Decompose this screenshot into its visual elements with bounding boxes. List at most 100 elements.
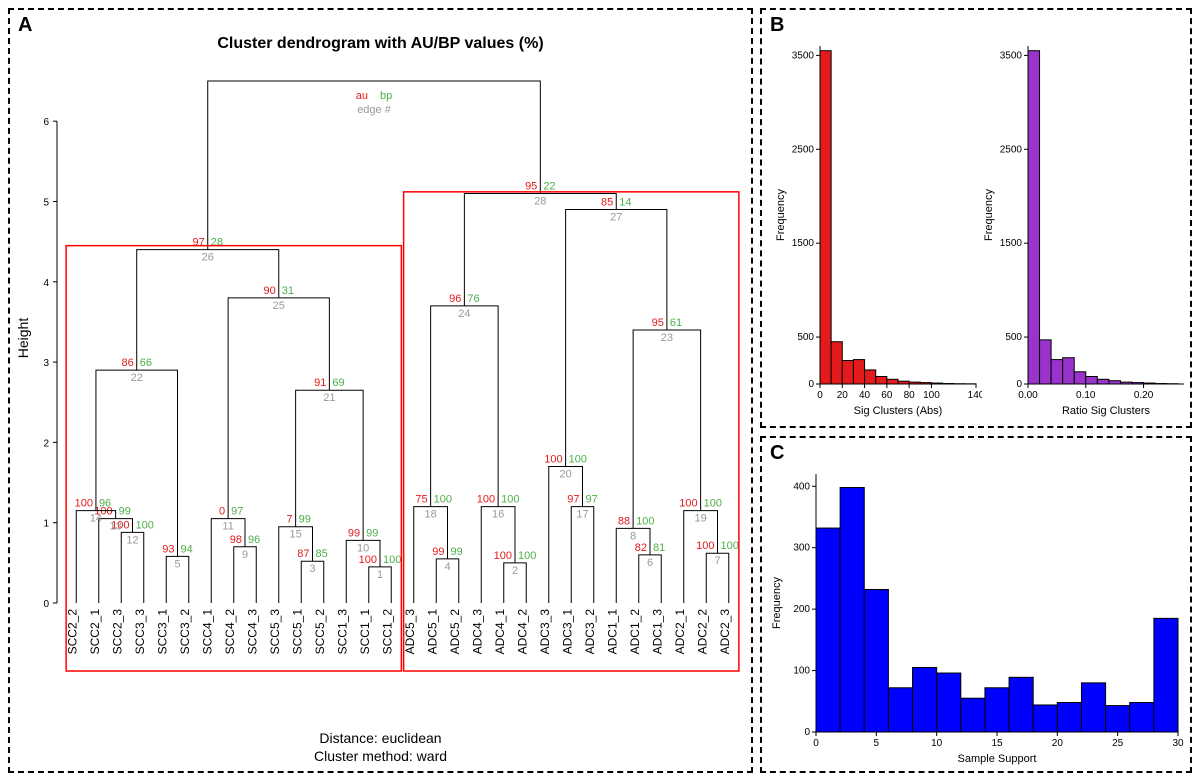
svg-text:19: 19 [695, 513, 707, 525]
svg-text:85: 85 [316, 548, 328, 560]
svg-text:1500: 1500 [792, 238, 815, 249]
svg-text:SCC5_3: SCC5_3 [268, 609, 282, 655]
svg-text:95: 95 [652, 317, 664, 329]
svg-text:Sample Support: Sample Support [958, 753, 1037, 765]
svg-text:7: 7 [714, 555, 720, 567]
svg-text:100: 100 [494, 550, 512, 562]
svg-text:100: 100 [704, 498, 722, 510]
svg-text:2500: 2500 [792, 144, 815, 155]
svg-text:0.10: 0.10 [1076, 390, 1096, 401]
svg-text:SCC1_2: SCC1_2 [380, 609, 394, 655]
svg-text:25: 25 [273, 300, 285, 312]
svg-text:99: 99 [366, 527, 378, 539]
svg-text:SCC3_1: SCC3_1 [155, 609, 169, 655]
svg-text:100: 100 [721, 540, 739, 552]
svg-text:ADC1_2: ADC1_2 [628, 609, 642, 655]
svg-text:SCC5_1: SCC5_1 [290, 609, 304, 655]
svg-text:SCC3_3: SCC3_3 [133, 609, 147, 655]
svg-text:99: 99 [432, 546, 444, 558]
svg-text:97: 97 [192, 237, 204, 249]
svg-text:500: 500 [1005, 332, 1022, 343]
svg-text:96: 96 [99, 498, 111, 510]
svg-text:22: 22 [543, 180, 555, 192]
svg-text:Height: Height [15, 318, 31, 359]
svg-text:SCC1_1: SCC1_1 [358, 609, 372, 655]
panel-a-label: A [18, 14, 32, 37]
svg-text:ADC5_3: ADC5_3 [403, 609, 417, 655]
svg-text:100: 100 [383, 554, 401, 566]
svg-text:SCC4_1: SCC4_1 [200, 609, 214, 655]
svg-text:100: 100 [136, 519, 154, 531]
svg-text:SCC4_2: SCC4_2 [223, 609, 237, 655]
svg-text:100: 100 [501, 494, 519, 506]
svg-text:98: 98 [230, 534, 242, 546]
svg-text:87: 87 [297, 548, 309, 560]
svg-text:3500: 3500 [1000, 50, 1023, 61]
svg-text:88: 88 [618, 515, 630, 527]
svg-text:ADC5_2: ADC5_2 [448, 609, 462, 655]
svg-text:SCC1_3: SCC1_3 [335, 609, 349, 655]
svg-text:99: 99 [299, 514, 311, 526]
svg-text:3: 3 [309, 563, 315, 575]
svg-text:4: 4 [444, 561, 450, 573]
svg-text:99: 99 [348, 527, 360, 539]
svg-text:12: 12 [126, 534, 138, 546]
panel-b-label: B [770, 14, 784, 37]
svg-text:ADC3_3: ADC3_3 [538, 609, 552, 655]
svg-text:13: 13 [110, 521, 122, 533]
svg-text:300: 300 [793, 543, 810, 554]
svg-text:0: 0 [817, 390, 823, 401]
svg-text:5: 5 [174, 558, 180, 570]
svg-text:0: 0 [43, 599, 49, 610]
svg-text:ADC2_2: ADC2_2 [695, 609, 709, 655]
svg-text:0: 0 [813, 738, 819, 749]
histogram-sig-ratio: 0.000.100.200500150025003500Ratio Sig Cl… [980, 38, 1190, 418]
svg-text:7: 7 [287, 514, 293, 526]
svg-text:6: 6 [647, 557, 653, 569]
svg-text:0: 0 [804, 727, 810, 738]
svg-text:10: 10 [931, 738, 943, 749]
svg-text:20: 20 [560, 468, 572, 480]
svg-text:93: 93 [162, 543, 174, 555]
svg-text:5: 5 [43, 197, 49, 208]
svg-text:80: 80 [904, 390, 916, 401]
svg-text:SCC5_2: SCC5_2 [313, 609, 327, 655]
svg-text:40: 40 [859, 390, 871, 401]
svg-text:ADC2_1: ADC2_1 [673, 609, 687, 655]
svg-text:16: 16 [492, 509, 504, 521]
svg-text:20: 20 [1052, 738, 1064, 749]
svg-text:1: 1 [43, 519, 49, 530]
svg-text:Frequency: Frequency [775, 189, 787, 241]
svg-text:ADC1_1: ADC1_1 [605, 609, 619, 655]
svg-text:14: 14 [90, 513, 102, 525]
svg-text:SCC4_3: SCC4_3 [245, 609, 259, 655]
svg-text:100: 100 [75, 498, 93, 510]
svg-text:21: 21 [323, 392, 335, 404]
svg-text:Sig Clusters (Abs): Sig Clusters (Abs) [854, 405, 943, 417]
svg-text:ADC4_3: ADC4_3 [470, 609, 484, 655]
svg-text:100: 100 [359, 554, 377, 566]
svg-text:100: 100 [569, 453, 587, 465]
svg-text:SCC2_1: SCC2_1 [88, 609, 102, 655]
svg-text:94: 94 [181, 543, 193, 555]
svg-text:96: 96 [248, 534, 260, 546]
svg-text:100: 100 [636, 515, 654, 527]
svg-text:ADC3_1: ADC3_1 [560, 609, 574, 655]
svg-text:100: 100 [434, 494, 452, 506]
svg-text:61: 61 [670, 317, 682, 329]
svg-text:Frequency: Frequency [983, 189, 995, 241]
svg-text:ADC3_2: ADC3_2 [583, 609, 597, 655]
svg-text:24: 24 [458, 308, 470, 320]
svg-text:SCC2_3: SCC2_3 [110, 609, 124, 655]
svg-text:ADC2_3: ADC2_3 [718, 609, 732, 655]
svg-text:3: 3 [43, 358, 49, 369]
footer-distance: Distance: euclidean [10, 729, 751, 747]
svg-text:200: 200 [793, 604, 810, 615]
svg-text:4: 4 [43, 278, 49, 289]
svg-text:0: 0 [1016, 379, 1022, 390]
svg-text:bp: bp [380, 90, 392, 102]
svg-text:85: 85 [601, 197, 613, 209]
svg-text:ADC4_2: ADC4_2 [515, 609, 529, 655]
svg-text:0: 0 [219, 506, 225, 518]
svg-text:100: 100 [544, 453, 562, 465]
